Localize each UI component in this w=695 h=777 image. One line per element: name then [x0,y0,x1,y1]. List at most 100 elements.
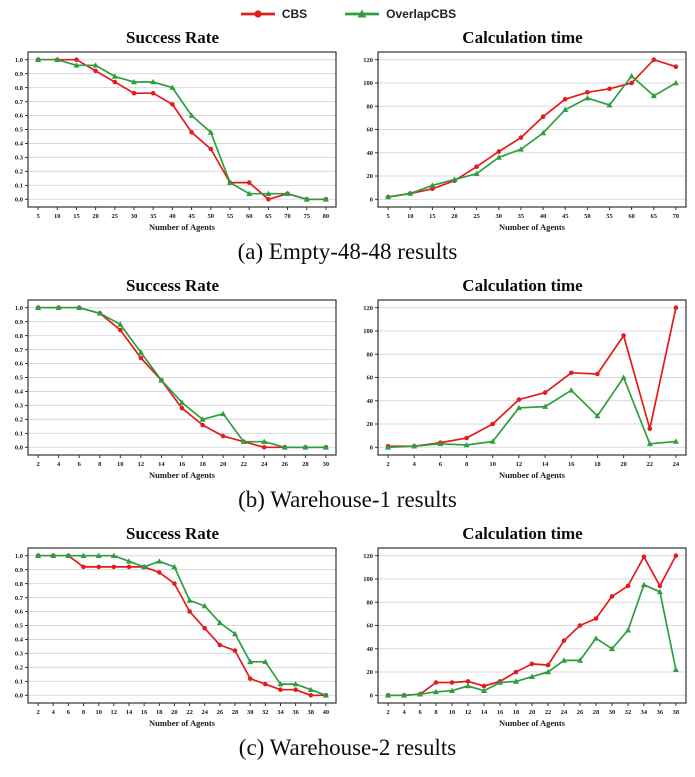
svg-text:34: 34 [640,709,647,716]
svg-text:120: 120 [363,305,373,312]
svg-text:20: 20 [366,669,373,676]
svg-text:0.4: 0.4 [14,637,23,644]
svg-text:40: 40 [366,646,373,653]
svg-text:0.0: 0.0 [14,693,22,700]
svg-text:10: 10 [448,709,455,716]
plot-warehouse2-calc: 0 20 40 60 80 100 120 2 4 6 8 10 12 14 16 18 20 22 24 26 28 3… [353,544,693,730]
svg-text:15: 15 [73,213,80,220]
svg-text:26: 26 [281,461,288,468]
svg-text:2: 2 [386,709,389,716]
svg-text:6: 6 [77,461,81,468]
svg-text:70: 70 [284,213,291,220]
chart-title-warehouse2-calc: Calculation time [462,524,583,543]
svg-text:0.8: 0.8 [14,581,23,588]
svg-text:0.4: 0.4 [14,389,23,396]
svg-text:2: 2 [36,709,39,716]
svg-text:0.3: 0.3 [14,155,23,162]
chart-warehouse2-calc-time: Calculation time 0 20 40 60 80 100 120 2 4 6 8 10 12… [353,523,693,730]
svg-text:14: 14 [541,461,548,468]
svg-text:14: 14 [158,461,165,468]
plot-empty-success: 0.0 0.1 0.2 0.3 0.4 0.5 0.6 0.7 0.8 0.9 1.0 5 10 15 20… [3,48,343,234]
svg-text:50: 50 [584,213,591,220]
svg-text:36: 36 [656,709,663,716]
svg-text:18: 18 [512,709,519,716]
svg-text:60: 60 [366,623,373,630]
svg-text:65: 65 [650,213,657,220]
svg-text:0.2: 0.2 [14,417,22,424]
svg-text:100: 100 [363,576,373,583]
svg-text:45: 45 [188,213,195,220]
svg-text:0.5: 0.5 [14,127,23,134]
svg-text:22: 22 [240,461,247,468]
svg-text:55: 55 [606,213,613,220]
svg-text:20: 20 [451,213,458,220]
svg-text:14: 14 [125,709,132,716]
svg-text:24: 24 [560,709,567,716]
svg-text:15: 15 [429,213,436,220]
svg-text:60: 60 [366,375,373,382]
panel-warehouse-1: Success Rate 0.0 0.1 0.2 0.3 0.4 0.5 0.6 0.7 0.8… [0,275,695,513]
svg-text:5: 5 [386,213,390,220]
svg-text:0.0: 0.0 [14,445,22,452]
svg-text:4: 4 [402,709,406,716]
svg-text:24: 24 [672,461,679,468]
svg-text:20: 20 [366,173,373,180]
caption-empty-48-48: (a) Empty-48-48 results [237,239,458,264]
plot-warehouse1-success: 0.0 0.1 0.2 0.3 0.4 0.5 0.6 0.7 0.8 0.9 1.0 2 4 6 8 10 1… [3,296,343,482]
legend-item-overlapcbs: OverlapCBS [343,7,456,21]
plot-warehouse1-calc: 0 20 40 60 80 100 120 2 4 6 8 10 12 14 16 18 20 22 24 Numbe… [353,296,693,482]
chart-legend: CBS OverlapCBS [0,3,695,25]
svg-text:4: 4 [51,709,55,716]
svg-text:0.9: 0.9 [14,567,23,574]
svg-text:60: 60 [245,213,252,220]
svg-text:0.6: 0.6 [14,361,23,368]
svg-text:12: 12 [515,461,522,468]
svg-text:20: 20 [219,461,226,468]
svg-text:Number of Agents: Number of Agents [499,222,566,232]
svg-text:70: 70 [672,213,679,220]
svg-text:50: 50 [207,213,214,220]
svg-text:35: 35 [517,213,524,220]
svg-text:55: 55 [226,213,233,220]
svg-text:0.4: 0.4 [14,141,23,148]
svg-text:6: 6 [438,461,442,468]
cbs-line-circle-icon [240,10,275,18]
svg-text:80: 80 [322,213,329,220]
svg-text:6: 6 [66,709,70,716]
svg-text:20: 20 [620,461,627,468]
svg-text:16: 16 [178,461,185,468]
svg-text:80: 80 [366,103,373,110]
svg-text:Number of Agents: Number of Agents [149,470,216,480]
svg-text:5: 5 [36,213,40,220]
svg-text:16: 16 [568,461,575,468]
svg-text:25: 25 [111,213,118,220]
plot-warehouse2-success: 0.0 0.1 0.2 0.3 0.4 0.5 0.6 0.7 0.8 0.9 1.0 2 4 6 8 10 1… [3,544,343,730]
svg-text:0.7: 0.7 [14,99,23,106]
svg-text:10: 10 [489,461,496,468]
svg-text:0: 0 [369,445,372,452]
chart-warehouse1-calc-time: Calculation time 0 20 40 60 80 100 120 2 4 6 8 10 12… [353,275,693,482]
svg-text:0.2: 0.2 [14,665,22,672]
svg-text:12: 12 [110,709,117,716]
svg-text:40: 40 [366,398,373,405]
svg-text:Number of Agents: Number of Agents [149,718,216,728]
legend-label-overlapcbs: OverlapCBS [386,7,457,21]
legend-label-cbs: CBS [281,7,308,21]
svg-text:24: 24 [260,461,267,468]
chart-warehouse2-success-rate: Success Rate 0.0 0.1 0.2 0.3 0.4 0.5 0.6 0.7 0.8… [3,523,343,730]
svg-text:60: 60 [628,213,635,220]
chart-title-warehouse1-calc: Calculation time [462,276,583,295]
svg-text:2: 2 [386,461,389,468]
svg-text:30: 30 [608,709,615,716]
svg-text:28: 28 [592,709,599,716]
svg-text:1.0: 1.0 [14,57,22,64]
svg-text:22: 22 [544,709,551,716]
svg-text:35: 35 [149,213,156,220]
results-figure: CBS OverlapCBS Success Rate 0.0 0.1 0.2 0.3… [0,3,695,760]
svg-text:0.3: 0.3 [14,403,23,410]
svg-text:0.6: 0.6 [14,113,23,120]
svg-text:38: 38 [672,709,679,716]
svg-text:Number of Agents: Number of Agents [499,718,566,728]
svg-text:0.9: 0.9 [14,319,23,326]
svg-text:Number of Agents: Number of Agents [149,222,216,232]
